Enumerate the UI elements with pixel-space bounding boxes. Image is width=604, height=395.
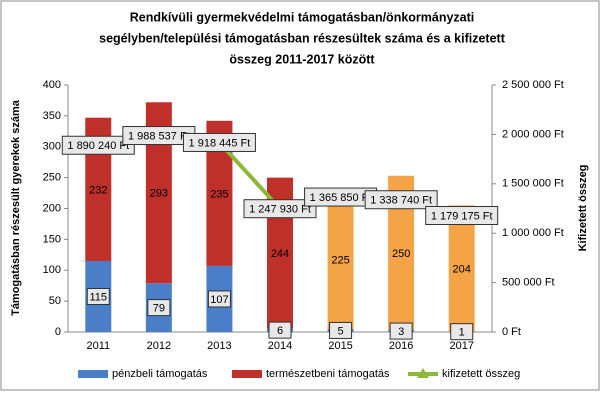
x-tick-label: 2017 [449, 340, 473, 352]
x-tick-label: 2015 [328, 340, 352, 352]
y-tick-label: 100 [43, 264, 61, 276]
y2-tick-label: 1 000 000 Ft [502, 227, 564, 239]
data-label: 1 338 740 Ft [370, 195, 432, 207]
y2-axis-title: Kifizetett összeg [577, 165, 589, 252]
data-label: 3 [398, 326, 404, 338]
y-axis-title: Támogatásban részesült gyerekek száma [10, 99, 22, 316]
y-tick-label: 150 [43, 233, 61, 245]
y-tick-label: 200 [43, 202, 61, 214]
data-label: 204 [453, 263, 471, 275]
y-tick-label: 50 [49, 295, 61, 307]
y2-tick-label: 2 000 000 Ft [502, 128, 564, 140]
data-label-box [182, 132, 256, 152]
y-tick-label: 400 [43, 79, 61, 91]
y-tick-label: 250 [43, 172, 61, 184]
y2-tick-label: 0 Ft [502, 326, 521, 338]
data-label-box [268, 321, 292, 339]
data-label: 1 918 445 Ft [189, 137, 251, 149]
data-label: 1 988 537 Ft [128, 130, 190, 142]
data-label-box [450, 323, 474, 341]
x-tick-label: 2012 [147, 340, 171, 352]
legend-marker [417, 368, 429, 378]
y-tick-label: 350 [43, 110, 61, 122]
legend-label: kifizetett összeg [442, 368, 520, 380]
y2-tick-label: 1 500 000 Ft [502, 178, 564, 190]
data-label: 1 247 930 Ft [249, 204, 311, 216]
chart-title: összeg 2011-2017 között [229, 52, 375, 66]
data-label: 107 [210, 294, 228, 306]
data-label-box [147, 299, 171, 317]
bar [448, 205, 475, 332]
data-label: 293 [150, 188, 168, 200]
x-tick-label: 2016 [389, 340, 413, 352]
data-label: 1 890 240 Ft [67, 140, 129, 152]
data-label: 6 [277, 325, 283, 337]
chart-title: Rendkívüli gyermekvédelmi támogatásban/ö… [130, 10, 475, 24]
y2-tick-label: 500 000 Ft [502, 277, 555, 289]
data-label: 1 365 850 Ft [310, 192, 372, 204]
legend-swatch [78, 370, 108, 378]
data-label-box [425, 205, 499, 225]
chart-title: segélyben/települési támogatásban részes… [99, 31, 506, 45]
data-label: 5 [338, 325, 344, 337]
y2-tick-label: 2 500 000 Ft [502, 79, 564, 91]
data-label-box [86, 287, 110, 305]
x-tick-label: 2014 [268, 340, 292, 352]
data-label: 115 [90, 291, 108, 303]
x-tick-label: 2013 [207, 340, 231, 352]
legend-label: pénzbeli támogatás [112, 368, 208, 380]
data-label-box [364, 190, 438, 210]
x-tick-label: 2011 [86, 340, 110, 352]
data-label: 250 [392, 248, 410, 260]
data-label-box [207, 290, 231, 308]
data-label-box [389, 322, 413, 340]
data-label-box [61, 135, 135, 155]
bar [327, 189, 354, 329]
data-label: 1 [459, 327, 465, 339]
y-tick-label: 300 [43, 141, 61, 153]
data-label: 225 [331, 254, 349, 266]
legend-swatch [232, 370, 262, 378]
data-label-box [329, 321, 353, 339]
data-label: 232 [89, 184, 107, 196]
y-tick-label: 0 [55, 326, 61, 338]
data-label: 235 [210, 188, 228, 200]
legend-label: természetbeni támogatás [266, 368, 390, 380]
data-label: 79 [153, 303, 165, 315]
data-label-box [243, 199, 317, 219]
data-label: 1 179 175 Ft [431, 210, 493, 222]
data-label: 244 [271, 248, 289, 260]
